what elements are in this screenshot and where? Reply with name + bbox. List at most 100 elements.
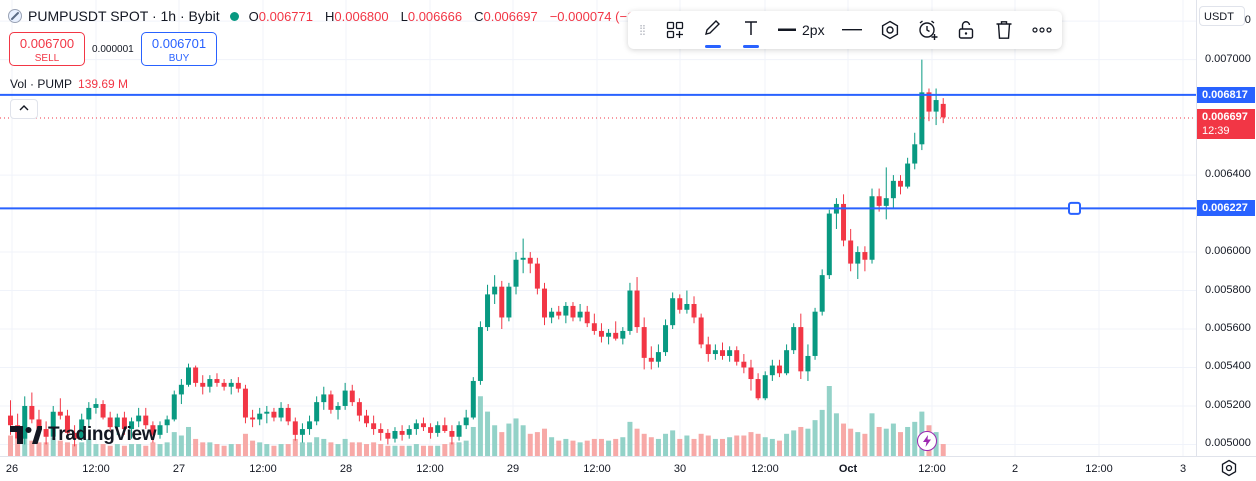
sell-button[interactable]: 0.006700 SELL [9,32,85,66]
candle-body [769,365,775,376]
volume-bar [186,426,191,456]
candle-body [663,325,669,353]
candle-body [271,411,277,418]
volume-bar [64,442,70,456]
add-alert-button[interactable] [909,11,947,49]
lightning-icon [923,435,931,447]
volume-bar [648,437,654,456]
volume-bar [413,444,419,456]
candle-body [577,311,583,318]
candle-body [143,415,149,426]
candle-body [520,257,526,260]
volume-bar [741,435,747,456]
drawing-toolbar: ⁞⁞ 2px [628,11,1062,49]
volume-bar [513,418,519,456]
volume-bar [86,438,92,456]
volume-bar [613,438,619,456]
candle-body [620,330,626,339]
volume-bar [890,423,896,456]
settings-icon [881,20,898,40]
volume-bar [207,442,213,456]
volume-legend[interactable]: Vol · PUMP 139.69 M [10,77,128,91]
volume-bar [221,445,227,456]
candle-body [741,361,747,368]
symbol-logo-icon [8,9,22,23]
volume-bar [93,444,99,456]
volume-bar [734,435,740,456]
candle-body [107,417,113,428]
candle-body [926,92,932,112]
volume-bar [342,438,348,456]
candle-body [64,415,70,433]
text-color-button[interactable] [732,11,770,49]
volume-bar [406,445,412,456]
volume-bar [698,433,704,456]
volume-bar [442,444,448,456]
candle-body [100,404,106,418]
market-status-icon[interactable] [229,11,239,21]
candle-body [876,196,882,206]
more-button[interactable] [1023,11,1061,49]
candle-body [527,257,533,264]
object-tree-icon [666,21,684,39]
price-tick-label: 0.005200 [1205,398,1251,411]
volume-bar [655,438,661,456]
candle-body [285,407,291,422]
candle-body [178,384,184,395]
lock-icon [958,21,973,39]
collapse-legend-button[interactable] [10,99,38,119]
candle-body [342,390,348,406]
volume-bar [527,433,533,456]
candle-body [912,144,918,164]
candle-body [655,352,661,362]
tradingview-logo[interactable]: TradingView [10,424,157,446]
volume-bar [606,440,612,456]
buy-button[interactable]: 0.006701 BUY [141,32,217,66]
settings-button[interactable] [871,11,909,49]
volume-bar [271,445,277,456]
candle-body [463,417,469,426]
candle-body [705,344,711,355]
chart-settings-icon[interactable] [1220,459,1238,477]
volume-bar [833,413,839,456]
price-chart[interactable] [0,0,1196,456]
buy-label: BUY [168,53,190,64]
object-tree-button[interactable] [656,11,694,49]
candle-body [613,332,619,339]
line-width-button[interactable]: 2px [770,11,833,49]
candle-body [79,419,85,439]
time-axis[interactable]: 26 12:00 27 12:00 28 12:00 29 12:00 30 12:00 Oct 12… [0,456,1256,481]
volume-bar [819,409,825,456]
candle-body [862,252,868,260]
volume-bar [855,432,861,456]
drag-handle-icon[interactable]: ⁞⁞ [639,22,646,38]
candle-body [86,407,92,420]
tv-logo-icon [10,426,42,444]
price-axis[interactable]: 0.0072000.0070000.0064000.0060000.005800… [1196,0,1256,456]
price-tick-label: 0.006400 [1205,168,1251,181]
line-anchor-handle [1068,201,1081,215]
volume-bar [100,444,106,456]
lock-button[interactable] [947,11,985,49]
candle-body [356,402,362,416]
symbol-title[interactable]: PUMPUSDT SPOT · 1h · Bybit [28,8,220,24]
volume-bar [755,433,761,456]
candle-body [919,92,925,145]
candle-body [848,240,854,264]
volume-bar [242,433,248,456]
candle-body [755,379,761,399]
candle-body [93,404,99,408]
volume-bar [8,435,13,456]
sell-price: 0.006700 [19,36,75,51]
events-marker[interactable] [917,431,937,451]
volume-bar [798,426,804,456]
line-color-button[interactable] [694,11,732,49]
candle-body [257,413,263,420]
candle-body [499,286,505,318]
currency-selector[interactable]: USDT [1199,6,1245,26]
remove-button[interactable] [985,11,1023,49]
line-style-button[interactable] [833,11,871,49]
close-label: C [474,8,484,24]
candle-body [278,407,284,418]
candle-body [556,311,562,316]
